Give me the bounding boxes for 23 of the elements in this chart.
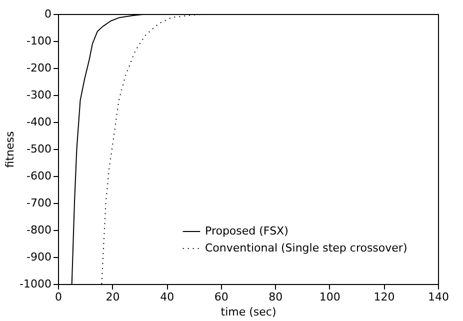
y-tick-label: -100	[26, 34, 52, 48]
x-tick-label: 120	[374, 290, 395, 304]
x-tick-label: 80	[268, 290, 283, 304]
y-tick-label: -500	[26, 142, 52, 156]
x-tick-label: 60	[214, 290, 228, 304]
y-tick-label: 0	[44, 8, 52, 20]
x-axis-title: time (sec)	[220, 306, 276, 318]
y-tick-label: -800	[26, 224, 52, 236]
x-tick-label: 40	[160, 290, 174, 304]
x-tick-label: 0	[55, 290, 62, 304]
y-tick-label: -900	[26, 250, 52, 264]
y-tick-label: -300	[26, 88, 52, 102]
y-tick-label: -200	[26, 62, 52, 74]
legend-label: Proposed (FSX)	[205, 224, 288, 238]
y-axis-title: fitness	[4, 131, 17, 168]
x-tick-label: 100	[319, 290, 340, 304]
y-tick-label: -1000	[20, 278, 52, 290]
x-tick-label: 20	[106, 290, 120, 304]
y-tick-label: -700	[26, 196, 52, 210]
legend-label: Conventional (Single step crossover)	[205, 242, 408, 254]
y-tick-label: -600	[26, 170, 52, 182]
x-tick-label: 140	[428, 290, 449, 304]
y-tick-label: -400	[26, 116, 52, 128]
